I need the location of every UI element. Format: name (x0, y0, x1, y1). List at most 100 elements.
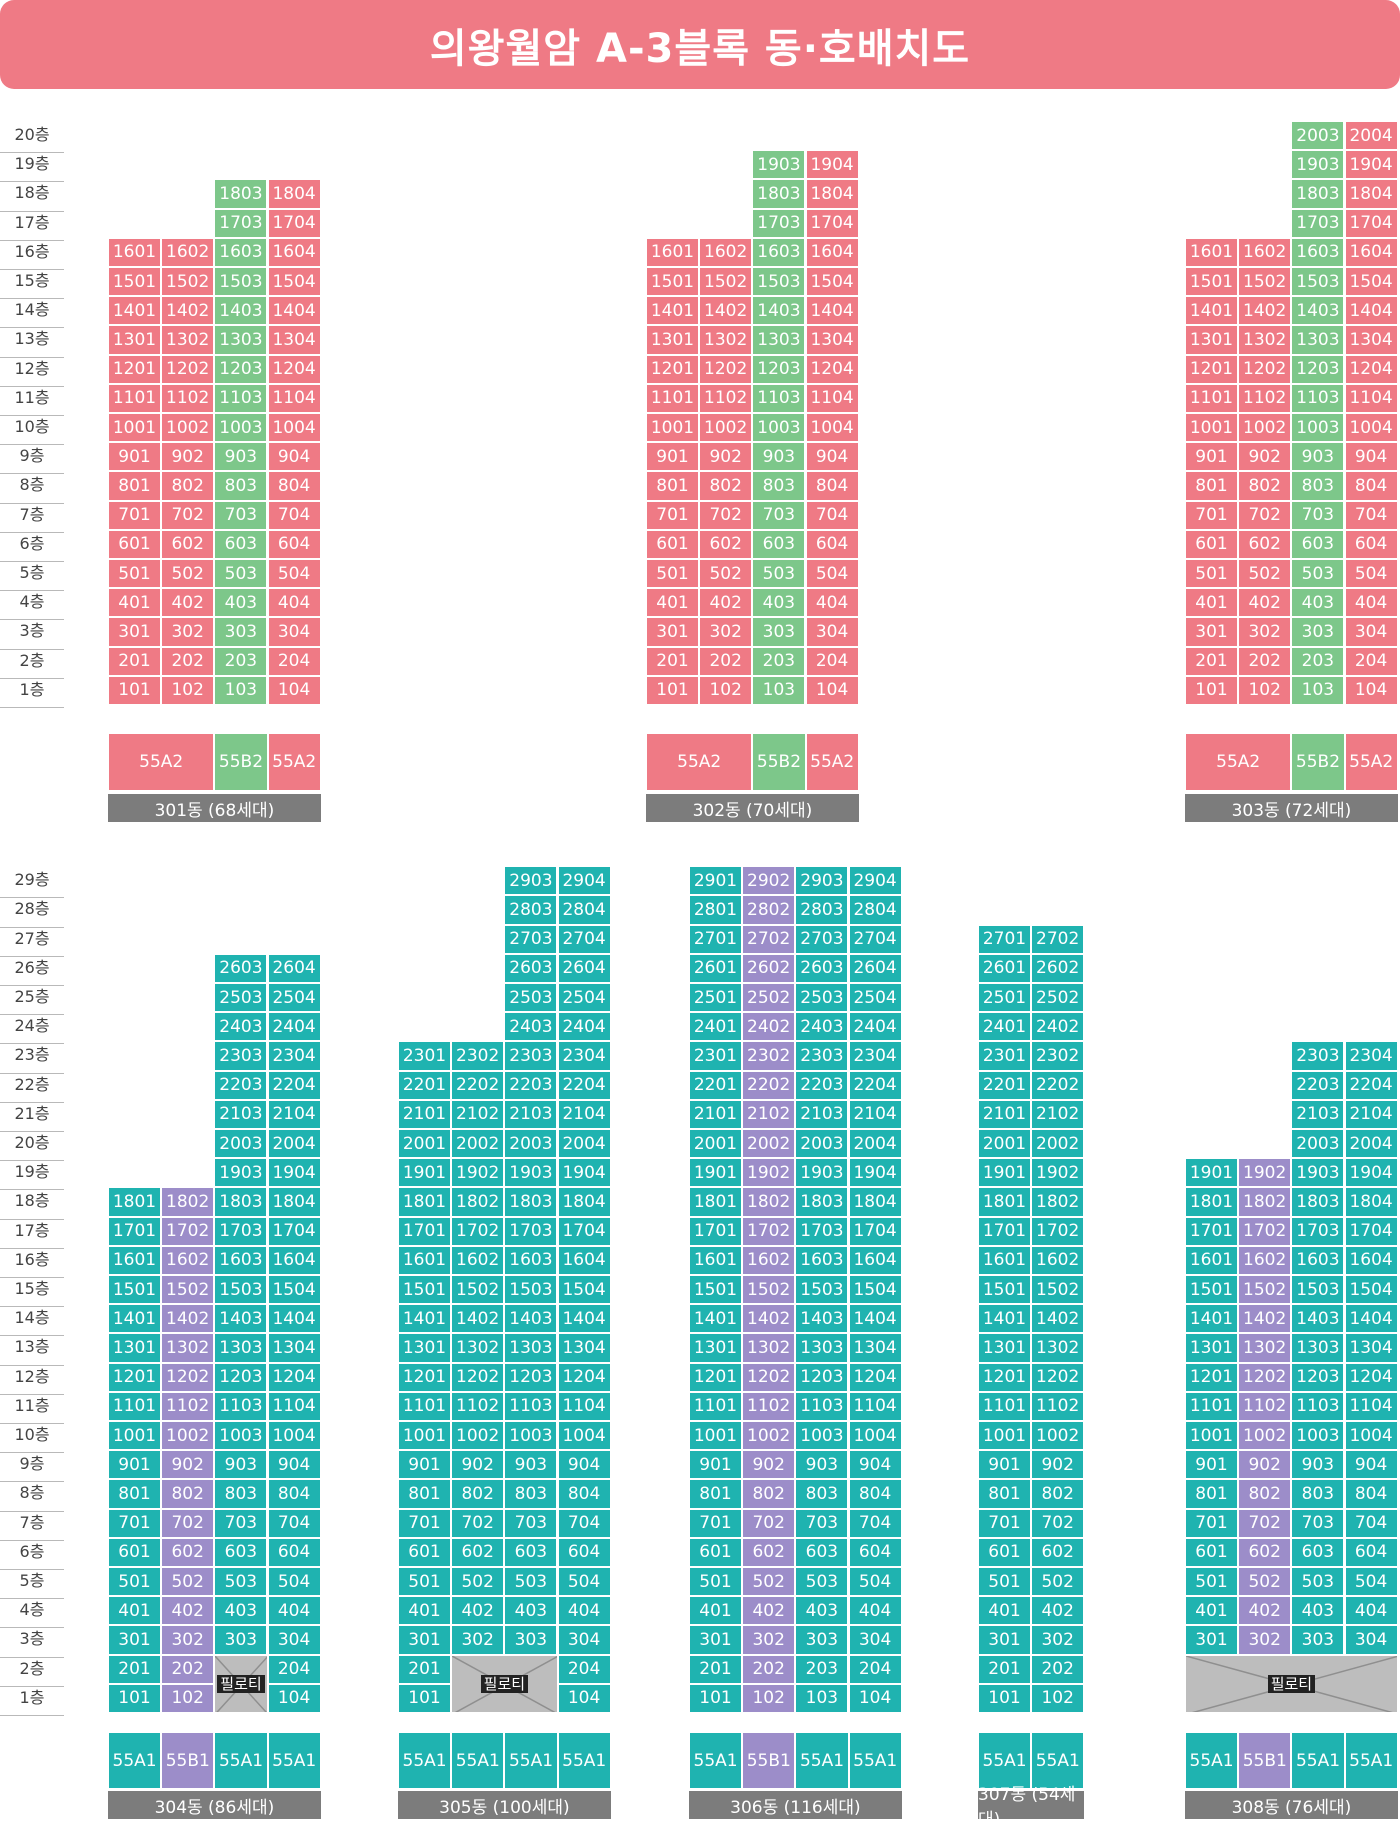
unit-cell: 1002 (1238, 1421, 1292, 1451)
unit-cell: 1903 (795, 1158, 849, 1188)
piloti-label: 필로티 (217, 1674, 265, 1693)
unit-cell: 603 (1291, 529, 1345, 559)
unit-cell: 2504 (267, 983, 321, 1013)
unit-cell: 2101 (689, 1099, 742, 1129)
unit-cell: 1501 (108, 267, 161, 297)
unit-cell: 603 (1291, 1537, 1345, 1567)
floor-label: 14층 (0, 1307, 64, 1337)
unit-cell: 2401 (689, 1012, 742, 1042)
unit-cell: 2601 (689, 953, 742, 983)
unit-cell: 502 (1238, 1567, 1292, 1597)
unit-cell: 1204 (1344, 1362, 1398, 1392)
unit-cell: 1601 (108, 1245, 161, 1275)
unit-cell: 1101 (1185, 1391, 1238, 1421)
unit-cell: 1302 (1238, 325, 1292, 355)
unit-cell: 1203 (214, 354, 268, 384)
unit-cell: 1203 (504, 1362, 558, 1392)
floor-label: 21층 (0, 1103, 64, 1132)
unit-cell: 1604 (267, 237, 321, 267)
unit-cell: 1404 (848, 1304, 902, 1334)
floor-label: 17층 (0, 212, 64, 241)
unit-cell: 1102 (742, 1391, 796, 1421)
unit-cell: 1802 (451, 1187, 505, 1217)
unit-cell: 1003 (214, 1421, 268, 1451)
unit-cell: 1001 (108, 1421, 161, 1451)
unit-cell: 2602 (1031, 953, 1085, 983)
unit-type-box: 55A2 (108, 733, 215, 791)
unit-cell: 1601 (108, 237, 161, 267)
unit-cell: 603 (752, 529, 806, 559)
unit-cell: 1902 (742, 1158, 796, 1188)
unit-cell: 901 (689, 1450, 742, 1480)
unit-cell: 1303 (214, 325, 268, 355)
floor-label: 20층 (0, 124, 64, 154)
unit-cell: 504 (267, 559, 321, 589)
unit-cell: 1103 (752, 383, 806, 413)
unit-cell: 1603 (504, 1245, 558, 1275)
unit-cell: 904 (1344, 1450, 1398, 1480)
unit-cell: 2602 (742, 953, 796, 983)
piloti-area: 필로티 (214, 1654, 268, 1713)
unit-cell: 402 (161, 1596, 215, 1626)
unit-cell: 1603 (214, 237, 268, 267)
unit-cell: 1502 (1031, 1275, 1085, 1305)
unit-cell: 1901 (398, 1158, 451, 1188)
unit-cell: 1303 (1291, 325, 1345, 355)
unit-cell: 1204 (805, 354, 859, 384)
piloti-label: 필로티 (1267, 1674, 1316, 1693)
unit-cell: 603 (795, 1537, 849, 1567)
unit-cell: 1501 (689, 1275, 742, 1305)
unit-cell: 301 (108, 617, 161, 647)
unit-cell: 1004 (1344, 413, 1398, 443)
unit-cell: 302 (1238, 617, 1292, 647)
unit-cell: 1401 (108, 1304, 161, 1334)
unit-cell: 1002 (1031, 1421, 1085, 1451)
unit-cell: 703 (214, 1508, 268, 1538)
unit-cell: 1603 (795, 1245, 849, 1275)
unit-cell: 1603 (1291, 1245, 1345, 1275)
unit-cell: 1802 (742, 1187, 796, 1217)
unit-cell: 1004 (805, 413, 859, 443)
unit-cell: 204 (557, 1654, 611, 1684)
unit-cell: 2403 (504, 1012, 558, 1042)
unit-cell: 1501 (1185, 267, 1238, 297)
unit-type-box: 55A1 (557, 1732, 611, 1789)
unit-cell: 402 (1031, 1596, 1085, 1626)
unit-cell: 402 (1238, 1596, 1292, 1626)
unit-cell: 502 (161, 559, 215, 589)
unit-cell: 702 (1238, 500, 1292, 530)
floor-label: 12층 (0, 1366, 64, 1395)
unit-cell: 2104 (848, 1099, 902, 1129)
unit-cell: 401 (108, 588, 161, 618)
unit-cell: 2903 (504, 866, 558, 896)
floor-label: 16층 (0, 1249, 64, 1278)
unit-cell: 1503 (214, 267, 268, 297)
unit-cell: 1204 (267, 354, 321, 384)
unit-cell: 603 (214, 529, 268, 559)
unit-cell: 303 (504, 1625, 558, 1655)
unit-cell: 1202 (1031, 1362, 1085, 1392)
unit-cell: 1403 (1291, 1304, 1345, 1334)
unit-cell: 1904 (805, 150, 859, 180)
unit-cell: 1602 (1238, 237, 1292, 267)
unit-cell: 801 (1185, 1479, 1238, 1509)
unit-cell: 2704 (557, 924, 611, 954)
unit-cell: 903 (504, 1450, 558, 1480)
unit-cell: 1804 (805, 179, 859, 209)
unit-type-box: 55A1 (504, 1732, 558, 1789)
unit-cell: 2102 (742, 1099, 796, 1129)
unit-cell: 401 (108, 1596, 161, 1626)
unit-cell: 304 (267, 1625, 321, 1655)
unit-cell: 2201 (978, 1070, 1031, 1100)
unit-cell: 1501 (978, 1275, 1031, 1305)
unit-cell: 304 (848, 1625, 902, 1655)
unit-cell: 1004 (557, 1421, 611, 1451)
unit-cell: 604 (267, 529, 321, 559)
unit-cell: 1301 (978, 1333, 1031, 1363)
unit-cell: 1904 (267, 1158, 321, 1188)
unit-cell: 2304 (1344, 1041, 1398, 1071)
unit-cell: 2504 (557, 983, 611, 1013)
unit-cell: 901 (108, 442, 161, 472)
unit-cell: 1003 (795, 1421, 849, 1451)
unit-cell: 703 (214, 500, 268, 530)
